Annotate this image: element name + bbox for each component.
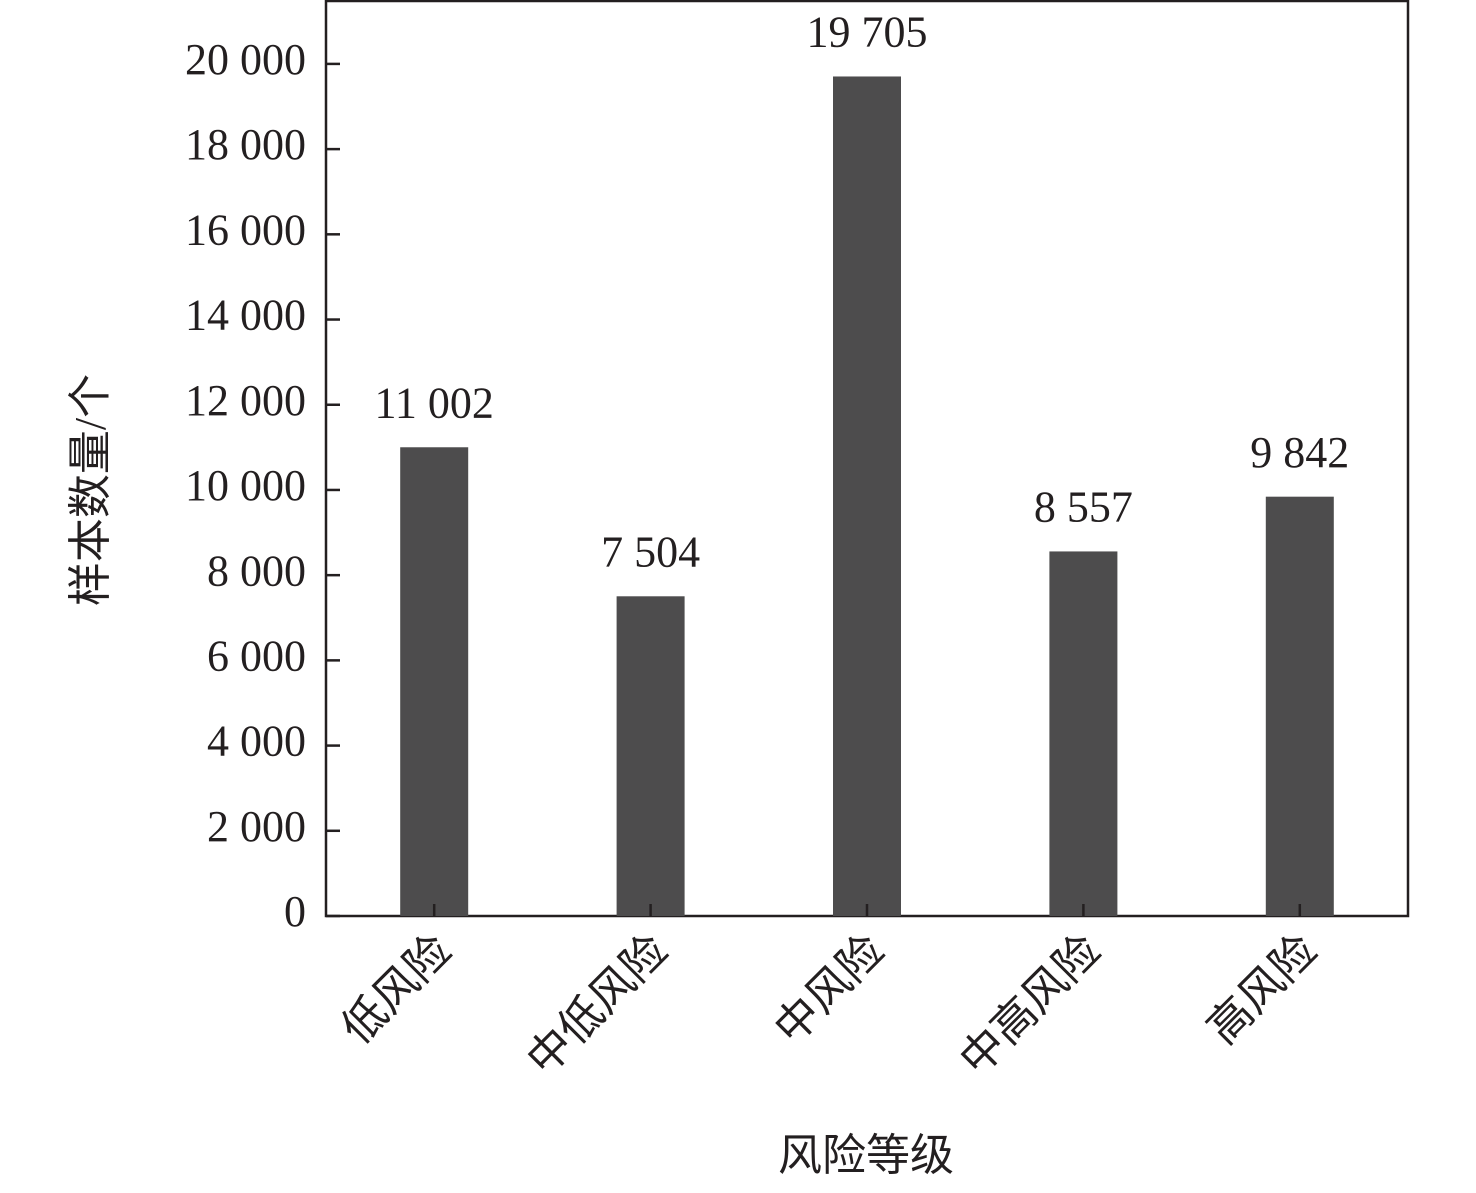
x-tick-label: 高风险 (1198, 926, 1326, 1054)
y-tick-label: 12 000 (185, 376, 306, 425)
y-tick-label: 14 000 (185, 291, 306, 340)
value-label: 8 557 (1034, 483, 1133, 532)
value-label: 9 842 (1250, 428, 1349, 477)
bar (616, 596, 685, 916)
value-label: 19 705 (807, 8, 928, 57)
value-label: 11 002 (375, 378, 494, 427)
x-tick-label: 低风险 (332, 926, 460, 1054)
bar (1265, 496, 1334, 916)
y-tick-label: 20 000 (185, 35, 306, 84)
x-axis-title: 风险等级 (778, 1131, 954, 1180)
x-tick-label: 中高风险 (951, 926, 1110, 1085)
y-tick-label: 16 000 (185, 205, 306, 254)
y-tick-label: 10 000 (185, 461, 306, 510)
x-tick-label: 中风险 (765, 926, 893, 1054)
x-tick-label: 中低风险 (518, 926, 677, 1085)
bar (400, 447, 469, 916)
y-tick-label: 18 000 (185, 120, 306, 169)
y-axis-title: 样本数量/个 (66, 374, 115, 606)
y-tick-label: 4 000 (207, 717, 306, 766)
bar (1049, 551, 1118, 916)
bar (833, 76, 901, 917)
y-tick-label: 8 000 (207, 546, 306, 595)
value-label: 7 504 (601, 527, 700, 576)
y-tick-label: 0 (284, 887, 306, 936)
y-tick-label: 2 000 (207, 802, 306, 851)
y-tick-label: 6 000 (207, 631, 306, 680)
